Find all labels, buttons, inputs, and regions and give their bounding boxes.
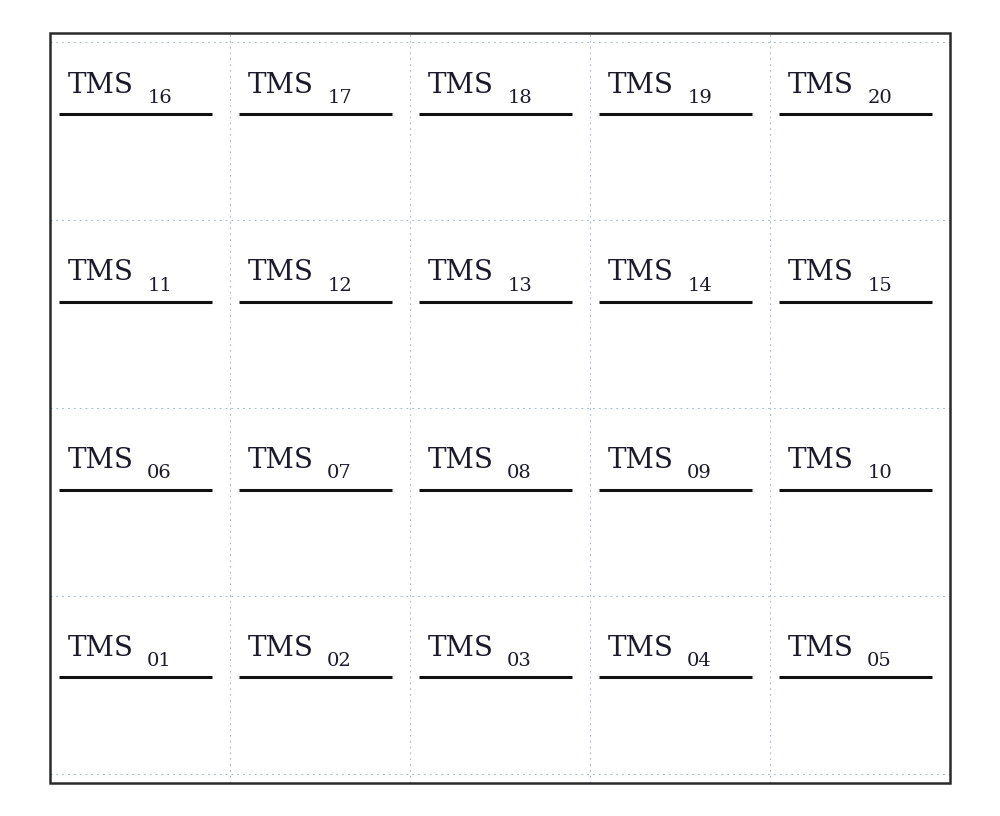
- Text: TMS: TMS: [248, 259, 314, 286]
- Text: 11: 11: [147, 277, 172, 295]
- Text: 07: 07: [327, 464, 352, 482]
- Text: 20: 20: [867, 89, 892, 107]
- Text: 05: 05: [867, 652, 892, 670]
- Text: 13: 13: [507, 277, 532, 295]
- Text: TMS: TMS: [608, 72, 674, 99]
- Text: 14: 14: [687, 277, 712, 295]
- Text: TMS: TMS: [248, 72, 314, 99]
- Text: 08: 08: [507, 464, 532, 482]
- Text: 03: 03: [507, 652, 532, 670]
- Bar: [50, 33, 950, 783]
- Text: 06: 06: [147, 464, 172, 482]
- Text: TMS: TMS: [68, 447, 134, 474]
- Text: TMS: TMS: [608, 635, 674, 662]
- Text: TMS: TMS: [68, 72, 134, 99]
- Text: TMS: TMS: [248, 447, 314, 474]
- Text: TMS: TMS: [68, 259, 134, 286]
- Text: 04: 04: [687, 652, 712, 670]
- Text: TMS: TMS: [68, 635, 134, 662]
- Text: 01: 01: [147, 652, 172, 670]
- Text: TMS: TMS: [788, 447, 854, 474]
- Text: TMS: TMS: [428, 259, 494, 286]
- Text: 02: 02: [327, 652, 352, 670]
- Text: 15: 15: [867, 277, 892, 295]
- Text: 16: 16: [147, 89, 172, 107]
- Text: 10: 10: [867, 464, 892, 482]
- Text: TMS: TMS: [248, 635, 314, 662]
- Text: TMS: TMS: [608, 447, 674, 474]
- Text: TMS: TMS: [428, 72, 494, 99]
- Text: 17: 17: [327, 89, 352, 107]
- Text: TMS: TMS: [428, 447, 494, 474]
- Text: TMS: TMS: [788, 259, 854, 286]
- Text: TMS: TMS: [788, 635, 854, 662]
- Text: 18: 18: [507, 89, 532, 107]
- Text: 12: 12: [327, 277, 352, 295]
- Text: TMS: TMS: [428, 635, 494, 662]
- Text: TMS: TMS: [788, 72, 854, 99]
- Text: TMS: TMS: [608, 259, 674, 286]
- Text: 19: 19: [687, 89, 712, 107]
- Text: 09: 09: [687, 464, 712, 482]
